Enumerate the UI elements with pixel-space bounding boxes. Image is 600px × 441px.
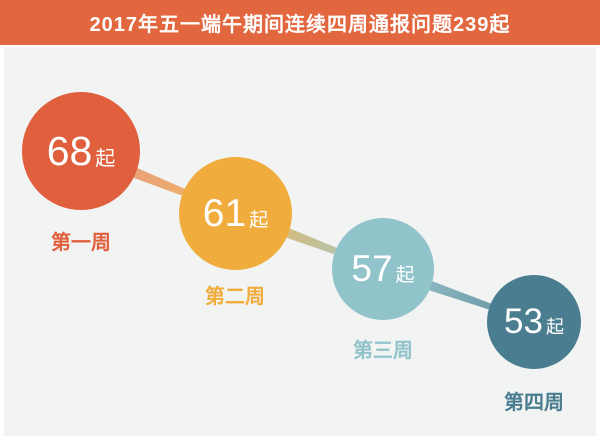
bubble-week-3-value: 57 bbox=[351, 248, 393, 289]
bubble-week-3-unit: 起 bbox=[395, 265, 415, 286]
bubble-week-1-label: 第一周 bbox=[51, 232, 111, 254]
title-bar: 2017年五一端午期间连续四周通报问题239起 bbox=[0, 0, 600, 45]
bubble-week-3: 57 起 bbox=[332, 218, 434, 320]
bubble-week-1: 68 起 bbox=[22, 92, 140, 210]
bubble-week-4-value: 53 bbox=[504, 302, 543, 341]
bubble-week-4-label: 第四周 bbox=[504, 392, 564, 414]
bubble-week-2-unit: 起 bbox=[249, 210, 269, 231]
bubble-week-4: 53 起 bbox=[487, 275, 581, 369]
page-title: 2017年五一端午期间连续四周通报问题239起 bbox=[89, 14, 511, 36]
bubble-week-1-unit: 起 bbox=[95, 148, 116, 170]
bubble-week-4-unit: 起 bbox=[545, 317, 564, 337]
bubble-week-2-value: 61 bbox=[202, 192, 247, 235]
bubble-week-1-value: 68 bbox=[46, 128, 93, 174]
bubble-week-3-label: 第三周 bbox=[353, 340, 413, 362]
bubble-week-2: 61 起 bbox=[179, 157, 292, 270]
bubble-week-2-label: 第二周 bbox=[205, 286, 265, 308]
